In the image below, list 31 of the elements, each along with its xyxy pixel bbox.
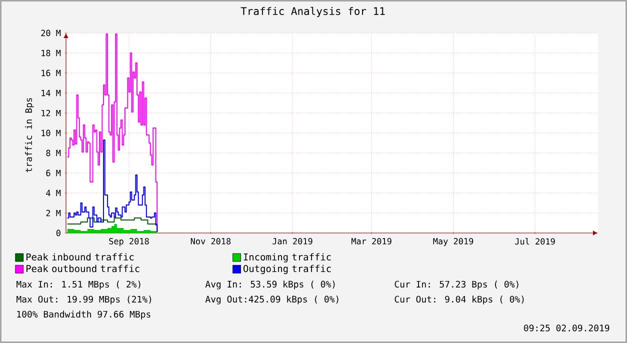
y-tick-label: 6 M [46,170,61,176]
y-tick-label: 12 M [42,110,61,116]
y-tick-label: 16 M [42,70,61,76]
y-tick-label: 8 M [46,150,61,156]
text: Avg In: 53.59 kBps ( 0%) [205,280,335,290]
legend-label: Outgoing traffic [244,264,331,274]
text: Cur In: 57.23 Bps ( 0%) [394,280,518,290]
y-tick-label: 2 M [46,210,61,216]
text: Cur Out: 9.04 kBps ( 0%) [394,296,524,304]
y-tick-label: 0 [56,230,60,236]
y-axis-title: traffic in Bps [25,98,34,172]
text: Max Out: 19.99 MBps (21%) [16,296,152,304]
x-tick-label: Jan 2019 [272,238,312,244]
y-tick-label: 20 M [41,30,61,36]
x-tick-label: Sep 2018 [109,238,149,246]
text: 100% Bandwidth 97.66 MBps [17,310,150,320]
text: 09:25 02.09.2019 [524,324,610,332]
x-tick-label: Nov 2018 [190,238,231,244]
x-tick-label: May 2019 [433,238,474,246]
x-tick-label: Mar 2019 [352,238,392,244]
text: Avg Out:425.09 kBps ( 0%) [205,296,338,304]
y-tick-label: 18 M [42,50,61,56]
text: Max In: 1.51 MBps ( 2%) [16,280,140,290]
y-tick-label: 10 M [42,130,61,136]
legend-label: Incoming traffic [244,253,331,262]
legend-label: Peak outbound traffic [26,264,140,272]
y-tick-label: 4 M [46,190,61,196]
chart-title: Traffic Analysis for 11 [240,6,385,18]
x-tick-label: Jul 2019 [515,238,555,245]
legend-label: Peak inbound traffic [26,253,134,261]
y-tick-label: 14 M [42,90,61,96]
